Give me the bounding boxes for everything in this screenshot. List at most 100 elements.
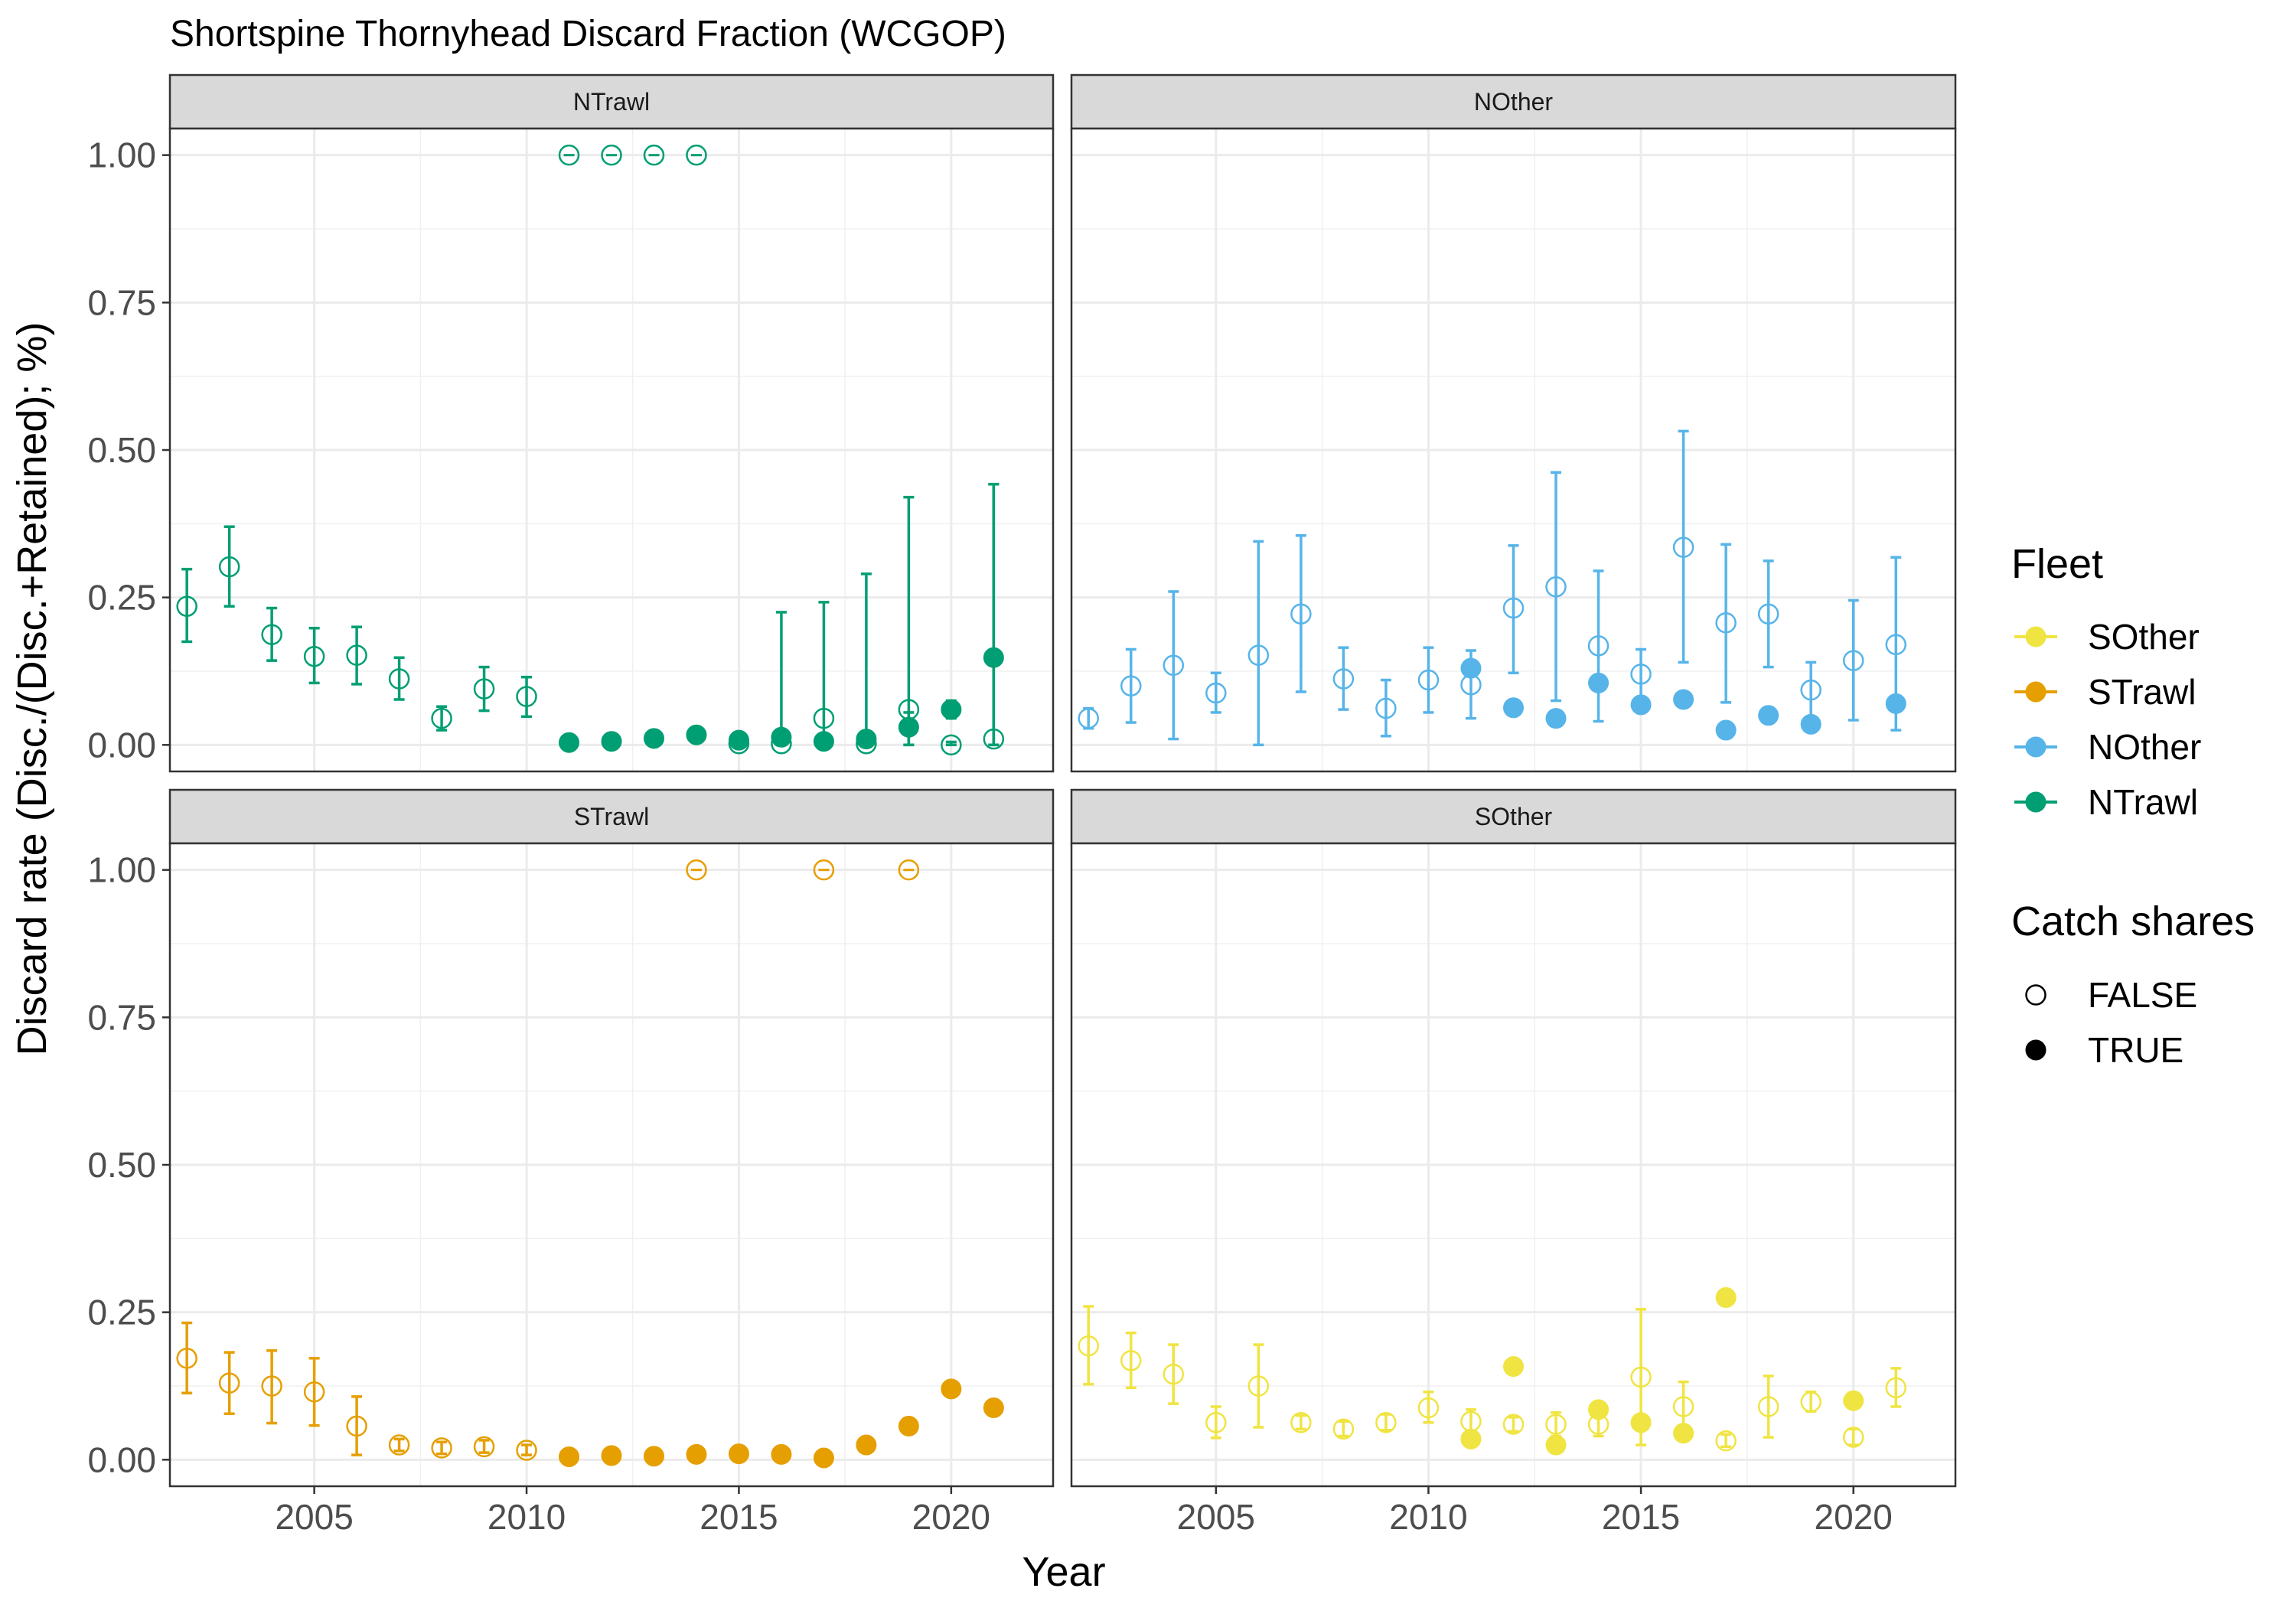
legend: Fleet SOther STrawl NOther NTrawl Catch share…: [2011, 541, 2255, 1070]
y-tick-label: 1.00: [87, 135, 156, 175]
data-point-open: [516, 686, 537, 707]
data-point-filled: [771, 726, 792, 748]
legend-item-false: FALSE: [2025, 975, 2197, 1015]
panel-border: [1070, 127, 1957, 773]
facet-panels: NTrawl 0.00 0.25 0.50 0.75 1.00 NOther STrawl 0.…: [87, 73, 1957, 1537]
data-point-open: [1332, 668, 1355, 690]
data-point-open: [686, 859, 707, 881]
data-point-open: [1545, 1414, 1567, 1435]
data-point-filled: [856, 729, 877, 750]
chart-title: Shortspine Thornyhead Discard Fraction (…: [170, 14, 1006, 54]
legend-key-point: [2025, 681, 2047, 703]
legend-fleet-title: Fleet: [2011, 541, 2103, 587]
y-tick-label: 0.75: [87, 997, 156, 1037]
series-nother-true: [1460, 657, 1906, 741]
data-point-open: [558, 144, 580, 166]
data-point-open: [1630, 1366, 1652, 1388]
data-point-open: [1757, 1396, 1779, 1417]
data-point-open: [1163, 1363, 1185, 1385]
data-point-open: [1842, 650, 1864, 671]
data-point-open: [473, 678, 495, 700]
data-point-open: [303, 645, 325, 667]
data-point-filled: [1503, 1356, 1524, 1378]
data-point-open: [601, 144, 622, 166]
panel-border: [1070, 842, 1957, 1488]
data-point-open: [388, 1434, 410, 1456]
series-strawl-true: [559, 1378, 1004, 1469]
panel-sother: SOther 2005 2010 2015 2020: [1070, 788, 1957, 1537]
data-point-open: [1247, 1375, 1270, 1397]
x-tick-label: 2010: [1389, 1497, 1467, 1537]
data-point-filled: [1588, 1399, 1609, 1420]
legend-item-true: TRUE: [2025, 1030, 2183, 1070]
x-tick-label: 2020: [1815, 1497, 1893, 1537]
data-point-filled: [1758, 705, 1779, 726]
data-point-filled: [601, 1445, 622, 1466]
data-point-filled: [643, 728, 664, 749]
data-point-open: [1502, 597, 1525, 619]
data-point-filled: [898, 1415, 919, 1437]
data-point-open: [1630, 664, 1652, 685]
data-point-open: [1800, 1391, 1821, 1413]
x-tick-label: 2005: [275, 1497, 353, 1537]
facet-strip-label: SOther: [1475, 803, 1553, 830]
series-ntrawl-true: [559, 482, 1004, 753]
data-point-open: [1587, 635, 1609, 657]
legend-key-filled-circle: [2025, 1039, 2047, 1061]
legend-item-ntrawl: NTrawl: [2014, 782, 2198, 822]
facet-strip-label: NOther: [1474, 88, 1553, 116]
data-point-filled: [941, 699, 962, 720]
facet-strip-label: NTrawl: [573, 88, 650, 116]
y-tick-label: 0.75: [87, 282, 156, 322]
legend-item-sother: SOther: [2014, 617, 2200, 657]
x-tick-label: 2020: [912, 1497, 990, 1537]
legend-key-point: [2025, 736, 2047, 758]
data-point-filled: [559, 732, 580, 753]
data-point-open: [1757, 603, 1779, 625]
legend-item-nother: NOther: [2014, 727, 2201, 767]
x-tick-label: 2015: [1602, 1497, 1680, 1537]
data-point-open: [261, 624, 282, 645]
data-point-open: [346, 1415, 367, 1437]
data-point-open: [1417, 1397, 1440, 1419]
data-point-filled: [1460, 1428, 1482, 1450]
x-tick-label: 2015: [700, 1497, 778, 1537]
series-nother-false: [1078, 429, 1907, 747]
data-point-open: [303, 1381, 325, 1403]
data-point-filled: [983, 1397, 1004, 1419]
y-tick-label: 0.50: [87, 1145, 156, 1185]
y-tick-label: 0.00: [87, 1440, 156, 1479]
data-point-filled: [856, 1434, 877, 1456]
data-point-filled: [1800, 713, 1821, 735]
legend-label: FALSE: [2088, 975, 2197, 1015]
series-sother-true: [1460, 1287, 1864, 1456]
data-point-open: [898, 859, 920, 881]
data-point-open: [1715, 612, 1737, 634]
data-point-open: [1163, 654, 1185, 677]
data-point-filled: [686, 724, 707, 745]
y-tick-label: 0.00: [87, 725, 156, 765]
data-point-filled: [1545, 1434, 1567, 1456]
data-point-open: [1545, 576, 1567, 598]
legend-key-point: [2025, 626, 2047, 647]
facet-strip-label: STrawl: [574, 803, 649, 830]
data-point-filled: [1673, 689, 1694, 710]
data-point-open: [1885, 1377, 1907, 1399]
data-point-open: [431, 707, 452, 729]
data-point-open: [388, 668, 410, 690]
data-point-filled: [983, 647, 1004, 668]
data-point-open: [1205, 682, 1227, 704]
data-point-filled: [1503, 697, 1524, 719]
data-point-filled: [771, 1443, 792, 1465]
data-point-open: [1247, 644, 1270, 666]
data-point-open: [1120, 1350, 1142, 1371]
data-point-open: [218, 1372, 240, 1394]
data-point-filled: [941, 1378, 962, 1400]
series-strawl-false: [176, 859, 920, 1461]
panel-ntrawl: NTrawl 0.00 0.25 0.50 0.75 1.00: [87, 73, 1055, 773]
facet-strip: [1070, 788, 1957, 845]
data-point-open: [218, 556, 240, 578]
data-point-open: [941, 734, 962, 756]
y-axis-title: Discard rate (Disc./(Disc.+Retained); %): [9, 322, 55, 1056]
